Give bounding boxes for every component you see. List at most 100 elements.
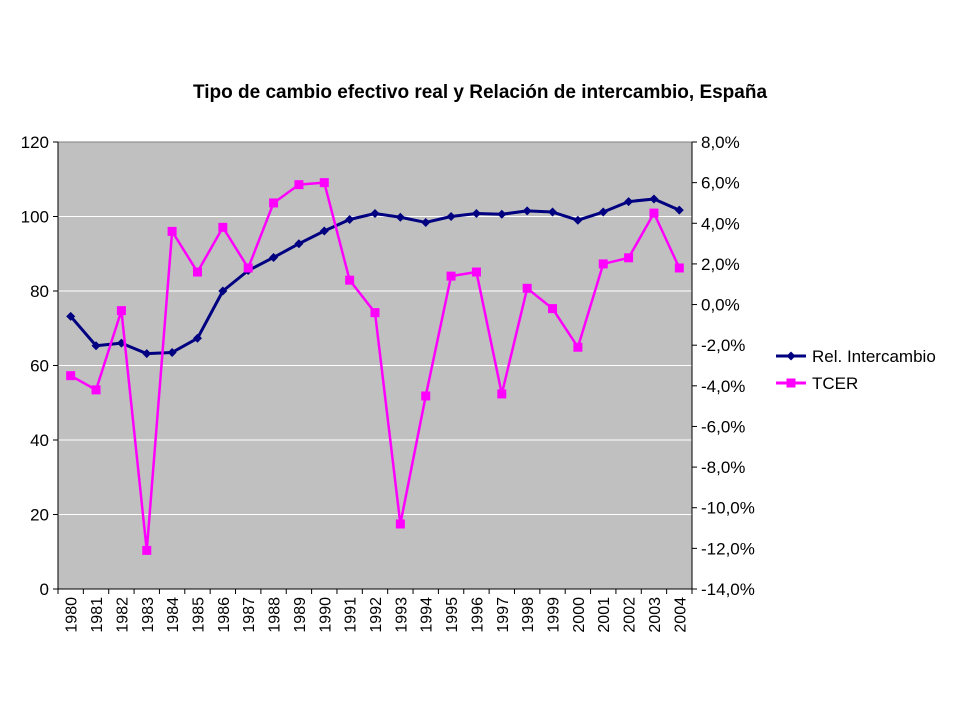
legend: Rel. Intercambio TCER bbox=[776, 347, 936, 393]
data-point bbox=[674, 205, 684, 215]
data-point bbox=[598, 207, 608, 217]
data-point bbox=[421, 217, 431, 227]
data-point bbox=[345, 214, 355, 224]
data-point bbox=[395, 212, 405, 222]
data-point bbox=[66, 311, 76, 321]
left-tick-label: 100 bbox=[21, 208, 49, 227]
x-tick-label: 1982 bbox=[114, 597, 131, 633]
x-tick-label: 1984 bbox=[165, 597, 182, 633]
x-tick-label: 1980 bbox=[64, 597, 81, 633]
legend-label: TCER bbox=[812, 374, 858, 393]
x-tick-label: 1985 bbox=[190, 597, 207, 633]
data-point bbox=[446, 271, 456, 281]
x-axis-ticks: 1980 1981 1982 1983 1984 1985 1986 1987 1988 1989… bbox=[57, 589, 693, 633]
x-tick-label: 1989 bbox=[292, 597, 309, 633]
right-tick-label: -4,0% bbox=[701, 377, 745, 396]
right-tick-label: 4,0% bbox=[701, 214, 740, 233]
legend-label: Rel. Intercambio bbox=[812, 347, 936, 366]
data-point bbox=[91, 385, 101, 395]
data-point bbox=[649, 194, 659, 204]
data-point bbox=[522, 206, 532, 216]
right-tick-label: 2,0% bbox=[701, 255, 740, 274]
data-point bbox=[548, 207, 558, 217]
x-tick-label: 1992 bbox=[368, 597, 385, 633]
data-point bbox=[116, 306, 126, 316]
data-point bbox=[497, 389, 507, 399]
data-point bbox=[142, 349, 152, 359]
data-point bbox=[548, 304, 558, 314]
x-tick-label: 1988 bbox=[267, 597, 284, 633]
data-point bbox=[91, 341, 101, 351]
data-point bbox=[598, 259, 608, 269]
data-point bbox=[319, 178, 329, 188]
data-point bbox=[294, 239, 304, 249]
right-axis-ticks: -14,0% -12,0% -10,0% -8,0% -6,0% -4,0% -2,0% 0,… bbox=[692, 133, 755, 599]
x-tick-label: 1999 bbox=[546, 597, 563, 633]
x-tick-label: 1994 bbox=[419, 597, 436, 633]
data-point bbox=[192, 333, 202, 343]
gridlines bbox=[58, 216, 692, 515]
data-point bbox=[370, 209, 380, 219]
x-tick-label: 1987 bbox=[241, 597, 258, 633]
left-tick-label: 80 bbox=[30, 282, 49, 301]
data-point bbox=[446, 212, 456, 221]
data-point bbox=[624, 197, 634, 207]
data-point bbox=[471, 209, 481, 219]
left-tick-label: 60 bbox=[30, 357, 49, 376]
data-point bbox=[674, 263, 684, 273]
data-point bbox=[573, 215, 583, 225]
right-tick-label: -10,0% bbox=[701, 499, 755, 518]
legend-marker bbox=[786, 378, 796, 388]
right-tick-label: -12,0% bbox=[701, 539, 755, 558]
x-tick-label: 1991 bbox=[343, 597, 360, 633]
data-point bbox=[142, 545, 152, 555]
x-tick-label: 1990 bbox=[317, 597, 334, 633]
x-tick-label: 1986 bbox=[216, 597, 233, 633]
right-tick-label: 0,0% bbox=[701, 296, 740, 315]
series-layer bbox=[66, 178, 684, 555]
data-point bbox=[218, 286, 228, 296]
data-point bbox=[269, 198, 279, 208]
data-point bbox=[66, 371, 76, 381]
x-tick-label: 1993 bbox=[393, 597, 410, 633]
data-point bbox=[497, 209, 507, 219]
right-tick-label: -8,0% bbox=[701, 458, 745, 477]
x-tick-label: 1998 bbox=[520, 597, 537, 633]
data-point bbox=[573, 342, 583, 352]
series-2 bbox=[66, 178, 684, 555]
left-tick-label: 0 bbox=[40, 580, 49, 599]
data-point bbox=[421, 391, 431, 401]
left-tick-label: 120 bbox=[21, 133, 49, 152]
left-tick-label: 20 bbox=[30, 506, 49, 525]
data-point bbox=[522, 283, 532, 293]
right-tick-label: 6,0% bbox=[701, 174, 740, 193]
data-point bbox=[624, 253, 634, 263]
right-tick-label: -14,0% bbox=[701, 580, 755, 599]
data-point bbox=[649, 208, 659, 218]
x-tick-label: 1995 bbox=[444, 597, 461, 633]
x-tick-label: 2004 bbox=[672, 597, 689, 633]
left-tick-label: 40 bbox=[30, 431, 49, 450]
data-point bbox=[319, 226, 329, 236]
right-tick-label: -6,0% bbox=[701, 417, 745, 436]
data-point bbox=[167, 347, 177, 357]
x-tick-label: 2000 bbox=[571, 597, 588, 633]
data-point bbox=[370, 308, 380, 318]
right-tick-label: 8,0% bbox=[701, 133, 740, 152]
data-point bbox=[471, 267, 481, 277]
data-point bbox=[395, 519, 405, 529]
left-axis-ticks: 0 20 40 60 80 100 120 bbox=[21, 133, 58, 599]
data-point bbox=[218, 222, 228, 232]
x-tick-label: 2003 bbox=[647, 597, 664, 633]
data-point bbox=[192, 267, 202, 277]
x-tick-label: 1997 bbox=[495, 597, 512, 633]
x-tick-label: 2001 bbox=[596, 597, 613, 633]
data-point bbox=[269, 252, 279, 262]
data-point bbox=[243, 263, 253, 273]
chart-title: Tipo de cambio efectivo real y Relación … bbox=[193, 82, 767, 103]
x-tick-label: 2002 bbox=[622, 597, 639, 633]
x-tick-label: 1996 bbox=[469, 597, 486, 633]
data-point bbox=[294, 180, 304, 190]
data-point bbox=[167, 226, 177, 236]
